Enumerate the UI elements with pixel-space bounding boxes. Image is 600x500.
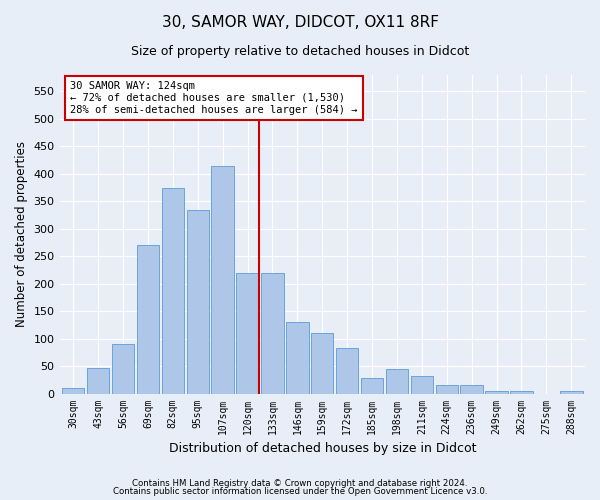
- Bar: [236, 272, 259, 394]
- Bar: [261, 272, 284, 394]
- Bar: [436, 386, 458, 394]
- Bar: [211, 166, 234, 394]
- X-axis label: Distribution of detached houses by size in Didcot: Distribution of detached houses by size …: [169, 442, 476, 455]
- Text: Size of property relative to detached houses in Didcot: Size of property relative to detached ho…: [131, 45, 469, 58]
- Bar: [286, 322, 308, 394]
- Bar: [161, 188, 184, 394]
- Bar: [386, 369, 408, 394]
- Bar: [311, 333, 334, 394]
- Bar: [460, 386, 483, 394]
- Bar: [87, 368, 109, 394]
- Bar: [485, 391, 508, 394]
- Text: Contains public sector information licensed under the Open Government Licence v3: Contains public sector information licen…: [113, 487, 487, 496]
- Text: 30 SAMOR WAY: 124sqm
← 72% of detached houses are smaller (1,530)
28% of semi-de: 30 SAMOR WAY: 124sqm ← 72% of detached h…: [70, 82, 358, 114]
- Bar: [137, 246, 159, 394]
- Bar: [187, 210, 209, 394]
- Bar: [410, 376, 433, 394]
- Bar: [510, 391, 533, 394]
- Bar: [560, 391, 583, 394]
- Text: 30, SAMOR WAY, DIDCOT, OX11 8RF: 30, SAMOR WAY, DIDCOT, OX11 8RF: [161, 15, 439, 30]
- Y-axis label: Number of detached properties: Number of detached properties: [15, 142, 28, 328]
- Bar: [336, 348, 358, 394]
- Bar: [112, 344, 134, 394]
- Text: Contains HM Land Registry data © Crown copyright and database right 2024.: Contains HM Land Registry data © Crown c…: [132, 478, 468, 488]
- Bar: [361, 378, 383, 394]
- Bar: [62, 388, 85, 394]
